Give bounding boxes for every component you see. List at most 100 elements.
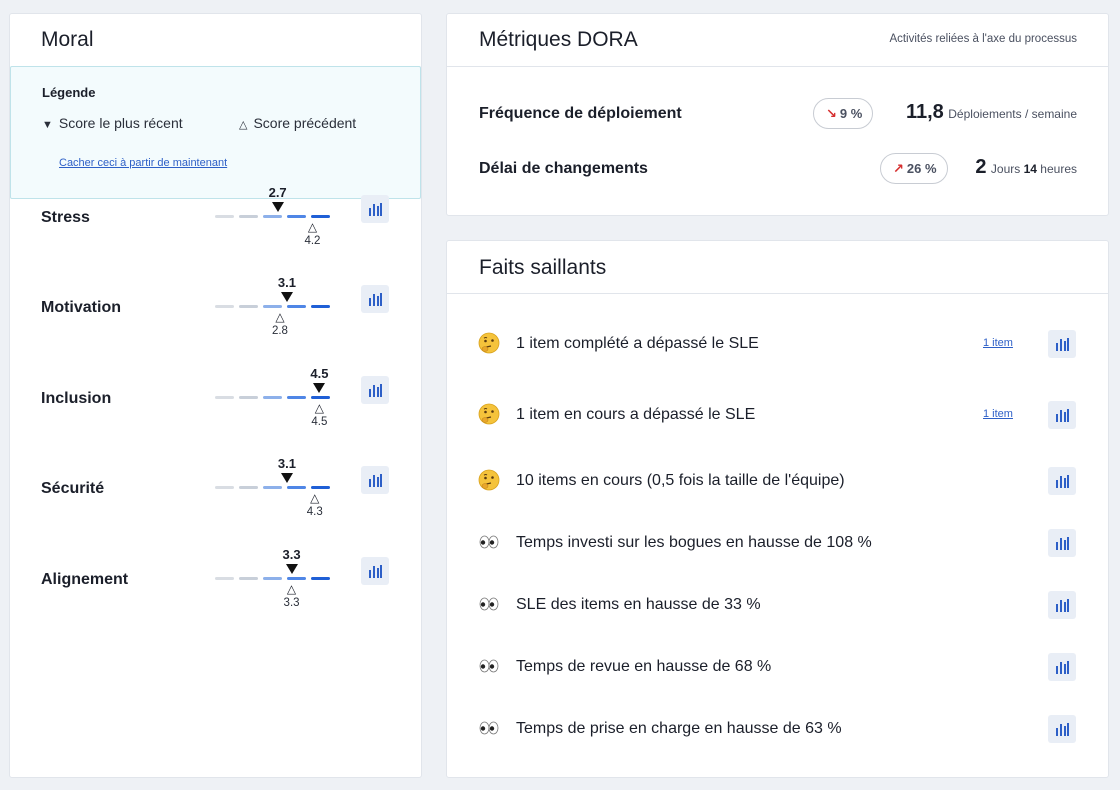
legend-panel: Légende ▼ Score le plus récent △ Score pré… [10, 66, 421, 199]
previous-score: 3.3 [283, 597, 300, 609]
moral-row: Motivation 3.1 △ 2.8 [10, 257, 421, 347]
current-score-marker-icon [280, 473, 293, 483]
moral-title: Moral [41, 28, 94, 51]
unit-days: Jours [990, 162, 1021, 176]
metric-unit: Déploiements / semaine [948, 107, 1077, 121]
highlight-item: 1 item en cours a dépassé le SLE 1 item [447, 399, 1108, 431]
chart-button[interactable] [361, 557, 389, 585]
eyes-icon [478, 531, 500, 553]
outline-triangle-up-icon: △ [239, 119, 248, 131]
scale-segment [263, 577, 282, 580]
scale-segment [287, 486, 306, 489]
trend-value: 26 % [906, 161, 937, 176]
chart-button[interactable] [361, 195, 389, 223]
current-score-marker-icon [271, 202, 284, 212]
previous-score-marker-icon: △ [314, 401, 325, 415]
chart-button[interactable] [1048, 715, 1076, 743]
moral-card: Moral Légende ▼ Score le plus récent △ Sco… [9, 13, 422, 778]
scale-segment [311, 396, 330, 399]
scale-segment [215, 305, 234, 308]
legend-previous-label: Score précédent [253, 115, 357, 131]
moral-row: Stress 2.7 △ 4.2 [10, 167, 421, 257]
moral-row-label: Alignement [41, 571, 129, 588]
highlight-item: 10 items en cours (0,5 fois la taille de… [447, 465, 1108, 497]
legend-title: Légende [42, 85, 96, 100]
highlights-title: Faits saillants [479, 256, 607, 279]
trend-pill: ↗ 26 % [880, 153, 948, 184]
chart-button[interactable] [361, 285, 389, 313]
chart-button[interactable] [361, 376, 389, 404]
hours-number: 14 [1023, 162, 1037, 176]
chart-button[interactable] [1048, 330, 1076, 358]
highlight-text: Temps de revue en hausse de 68 % [516, 658, 772, 675]
trend-value: 9 % [839, 106, 863, 121]
scale-segment [287, 396, 306, 399]
previous-score: 2.8 [271, 325, 288, 337]
eyes-icon [478, 593, 500, 615]
scale-segment [239, 486, 258, 489]
dora-subtitle: Activités reliées à l'axe du processus [889, 33, 1077, 45]
trend-pill: ↘ 9 % [813, 98, 874, 129]
metric-label: Délai de changements [479, 160, 648, 177]
scale-segment [215, 215, 234, 218]
current-score: 3.1 [277, 456, 296, 471]
highlight-item-link[interactable]: 1 item [983, 337, 1013, 349]
current-score: 3.1 [277, 275, 296, 290]
previous-score: 4.2 [304, 235, 321, 247]
thinking-face-icon [478, 403, 500, 425]
legend-current-label: Score le plus récent [58, 115, 183, 131]
highlight-text: Temps de prise en charge en hausse de 63… [516, 720, 842, 737]
highlight-text: 10 items en cours (0,5 fois la taille de… [516, 472, 845, 489]
metric-unit: Jours 14 heures [991, 162, 1077, 176]
scale-segment [287, 215, 306, 218]
dora-title: Métriques DORA [479, 28, 638, 51]
scale-segment [239, 215, 258, 218]
scale-segment [311, 305, 330, 308]
chart-button[interactable] [1048, 467, 1076, 495]
current-score-marker-icon [280, 292, 293, 302]
highlight-item: Temps de revue en hausse de 68 % [447, 651, 1108, 683]
moral-row: Alignement 3.3 △ 3.3 [10, 529, 421, 619]
moral-row: Inclusion 4.5 △ 4.5 [10, 348, 421, 438]
chart-button[interactable] [1048, 653, 1076, 681]
scale-segment [239, 396, 258, 399]
current-score: 4.5 [310, 366, 329, 381]
scale-segment [215, 577, 234, 580]
dora-card: Métriques DORA Activités reliées à l'axe… [446, 13, 1109, 216]
chart-button[interactable] [1048, 591, 1076, 619]
scale-segment [239, 305, 258, 308]
dora-metric-row: Délai de changements ↗ 26 % 2 Jours 14 he… [447, 153, 1108, 187]
eyes-icon [478, 655, 500, 677]
scale-segment [263, 305, 282, 308]
previous-score-marker-icon: △ [310, 491, 320, 505]
highlight-item-link[interactable]: 1 item [983, 408, 1013, 420]
moral-row-label: Stress [41, 209, 90, 226]
scale-segment [287, 577, 306, 580]
previous-score-marker-icon: △ [286, 582, 297, 596]
scale-segment [263, 396, 282, 399]
highlight-item: Temps de prise en charge en hausse de 63… [447, 713, 1108, 745]
eyes-icon [478, 717, 500, 739]
legend-current: ▼ Score le plus récent [42, 115, 183, 131]
chart-button[interactable] [1048, 401, 1076, 429]
moral-row-label: Motivation [41, 299, 121, 316]
previous-score: 4.3 [306, 506, 323, 518]
metric-value: 11,8 Déploiements / semaine [906, 101, 1077, 124]
thinking-face-icon [478, 332, 500, 354]
highlight-item: Temps investi sur les bogues en hausse d… [447, 527, 1108, 559]
score-scale: 4.5 △ 4.5 [215, 348, 331, 438]
metric-number: 11,8 [905, 101, 944, 123]
thinking-face-icon [478, 469, 500, 491]
current-score-marker-icon [313, 383, 326, 393]
hide-legend-link[interactable]: Cacher ceci à partir de maintenant [59, 157, 228, 169]
current-score-marker-icon [285, 564, 298, 574]
highlight-item: 1 item complété a dépassé le SLE 1 item [447, 328, 1108, 360]
chart-button[interactable] [1048, 529, 1076, 557]
scale-segment [215, 396, 234, 399]
unit-hours: heures [1040, 162, 1077, 176]
moral-row: Sécurité 3.1 △ 4.3 [10, 438, 421, 528]
scale-segment [287, 305, 306, 308]
legend-previous: △ Score précédent [239, 115, 356, 131]
scale-segment [263, 215, 282, 218]
chart-button[interactable] [361, 466, 389, 494]
